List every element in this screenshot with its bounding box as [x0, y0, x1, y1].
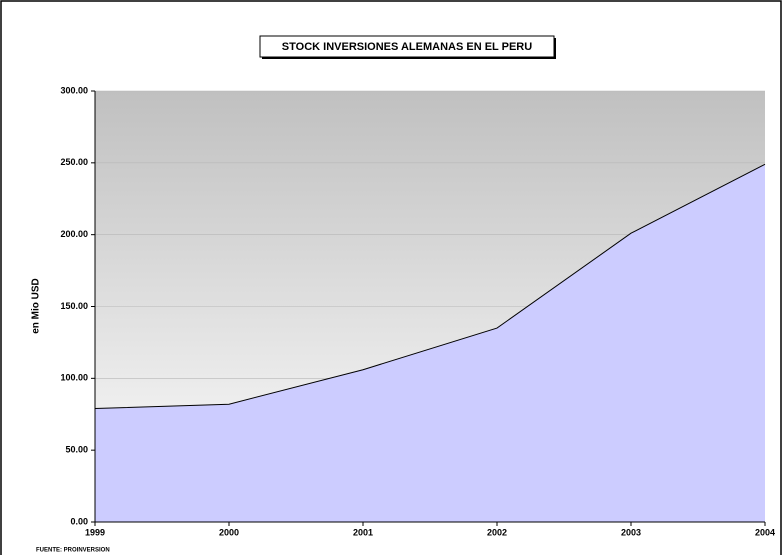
y-tick-label: 0.00 [70, 516, 88, 526]
area-fill [95, 164, 765, 522]
x-tick-label: 2002 [487, 527, 507, 537]
y-tick-label: 150.00 [60, 301, 88, 311]
x-tick-label: 2000 [219, 527, 239, 537]
y-axis-label: en Mio USD [31, 278, 42, 334]
title-shadow [262, 57, 556, 59]
y-tick-label: 100.00 [60, 373, 88, 383]
x-tick-label: 2003 [621, 527, 641, 537]
x-tick-label: 2001 [353, 527, 373, 537]
y-tick-label: 50.00 [65, 445, 88, 455]
x-tick-label: 1999 [85, 527, 105, 537]
area-line [94, 163, 766, 410]
y-tick-label: 200.00 [60, 229, 88, 239]
chart-title: STOCK INVERSIONES ALEMANAS EN EL PERU [282, 41, 532, 53]
x-tick-label: 2004 [755, 527, 775, 537]
title-shadow [554, 38, 556, 59]
y-tick-label: 250.00 [60, 157, 88, 167]
source: FUENTE: PROINVERSION [36, 548, 110, 554]
y-tick-label: 300.00 [60, 85, 88, 95]
